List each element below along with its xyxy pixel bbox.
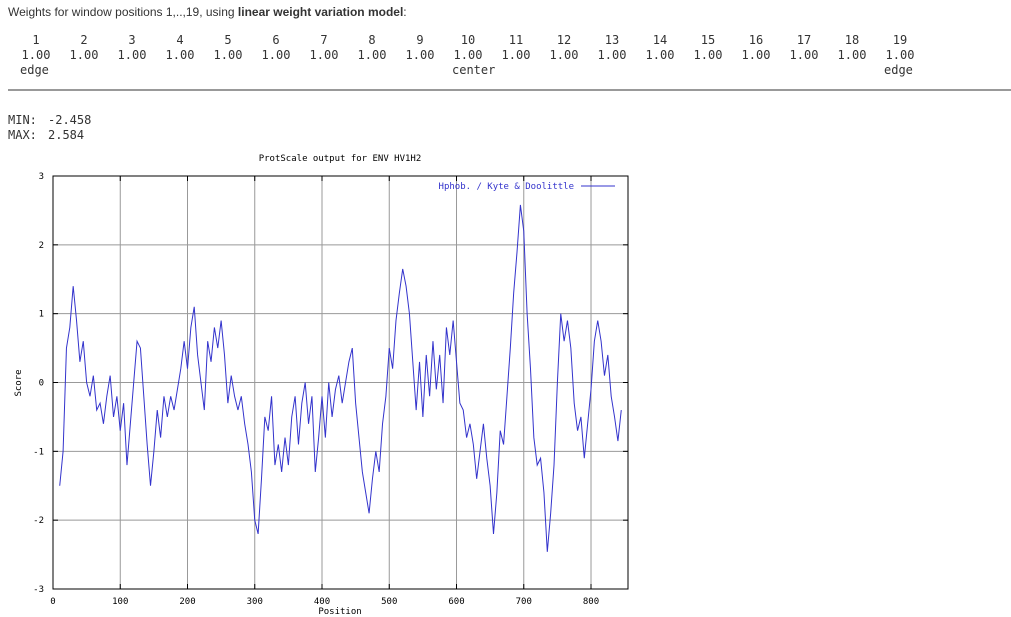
chart-title: ProtScale output for ENV HV1H2 — [259, 154, 422, 164]
position-index: 1 — [32, 33, 39, 47]
x-tick-label: 700 — [516, 597, 532, 607]
position-index: 17 — [797, 33, 811, 47]
intro: Weights for window positions 1,..,19, us… — [8, 5, 238, 19]
weight-value: 1.00 — [262, 48, 291, 62]
x-tick-label: 300 — [247, 597, 263, 607]
x-tick-label: 100 — [112, 597, 128, 607]
weight-value: 1.00 — [598, 48, 627, 62]
position-index: 12 — [557, 33, 571, 47]
position-index: 2 — [80, 33, 87, 47]
position-index: 15 — [701, 33, 715, 47]
position-index: 3 — [128, 33, 135, 47]
position-index: 9 — [416, 33, 423, 47]
y-tick-label: -3 — [33, 585, 44, 595]
weight-value: 1.00 — [118, 48, 147, 62]
weight-value: 1.00 — [406, 48, 435, 62]
weight-value: 1.00 — [166, 48, 195, 62]
intro-text: Weights for window positions 1,..,19, us… — [8, 5, 407, 19]
y-tick-label: 2 — [39, 241, 44, 251]
max-value: 2.584 — [48, 128, 84, 142]
position-index: 18 — [845, 33, 859, 47]
colon: : — [403, 5, 406, 19]
position-index: 10 — [461, 33, 475, 47]
x-tick-label: 400 — [314, 597, 330, 607]
x-tick-label: 0 — [50, 597, 55, 607]
weight-value: 1.00 — [22, 48, 51, 62]
position-index: 16 — [749, 33, 763, 47]
position-marker: center — [452, 63, 495, 77]
y-tick-label: 3 — [39, 172, 44, 182]
position-index: 13 — [605, 33, 619, 47]
min-label: MIN: — [8, 113, 37, 127]
y-tick-label: -1 — [33, 447, 44, 457]
weight-value: 1.00 — [646, 48, 675, 62]
x-tick-label: 500 — [381, 597, 397, 607]
weight-value: 1.00 — [214, 48, 243, 62]
weight-value: 1.00 — [886, 48, 915, 62]
max-label: MAX: — [8, 128, 37, 142]
y-tick-label: 0 — [39, 379, 44, 389]
plot-frame — [52, 175, 629, 590]
position-index: 7 — [320, 33, 327, 47]
position-index: 11 — [509, 33, 523, 47]
position-index: 6 — [272, 33, 279, 47]
x-tick-label: 200 — [179, 597, 195, 607]
weight-value: 1.00 — [550, 48, 579, 62]
weight-value: 1.00 — [310, 48, 339, 62]
weight-value: 1.00 — [790, 48, 819, 62]
weight-value: 1.00 — [70, 48, 99, 62]
min-value: -2.458 — [48, 113, 91, 127]
y-axis-label: Score — [14, 369, 24, 396]
position-index: 8 — [368, 33, 375, 47]
weight-value: 1.00 — [358, 48, 387, 62]
position-marker: edge — [20, 63, 49, 77]
position-index: 19 — [893, 33, 907, 47]
y-tick-label: 1 — [39, 310, 44, 320]
model-name: linear weight variation model — [238, 5, 403, 19]
data-line — [59, 204, 622, 552]
x-axis-label: Position — [318, 607, 361, 617]
weight-value: 1.00 — [694, 48, 723, 62]
weight-value: 1.00 — [838, 48, 867, 62]
x-tick-label: 600 — [448, 597, 464, 607]
position-index: 4 — [176, 33, 183, 47]
position-index: 5 — [224, 33, 231, 47]
position-marker: edge — [884, 63, 913, 77]
legend-label: Hphob. / Kyte & Doolittle — [439, 182, 574, 192]
position-index: 14 — [653, 33, 667, 47]
weight-value: 1.00 — [742, 48, 771, 62]
y-tick-label: -2 — [33, 516, 44, 526]
x-tick-label: 800 — [583, 597, 599, 607]
weight-value: 1.00 — [502, 48, 531, 62]
weight-value: 1.00 — [454, 48, 483, 62]
